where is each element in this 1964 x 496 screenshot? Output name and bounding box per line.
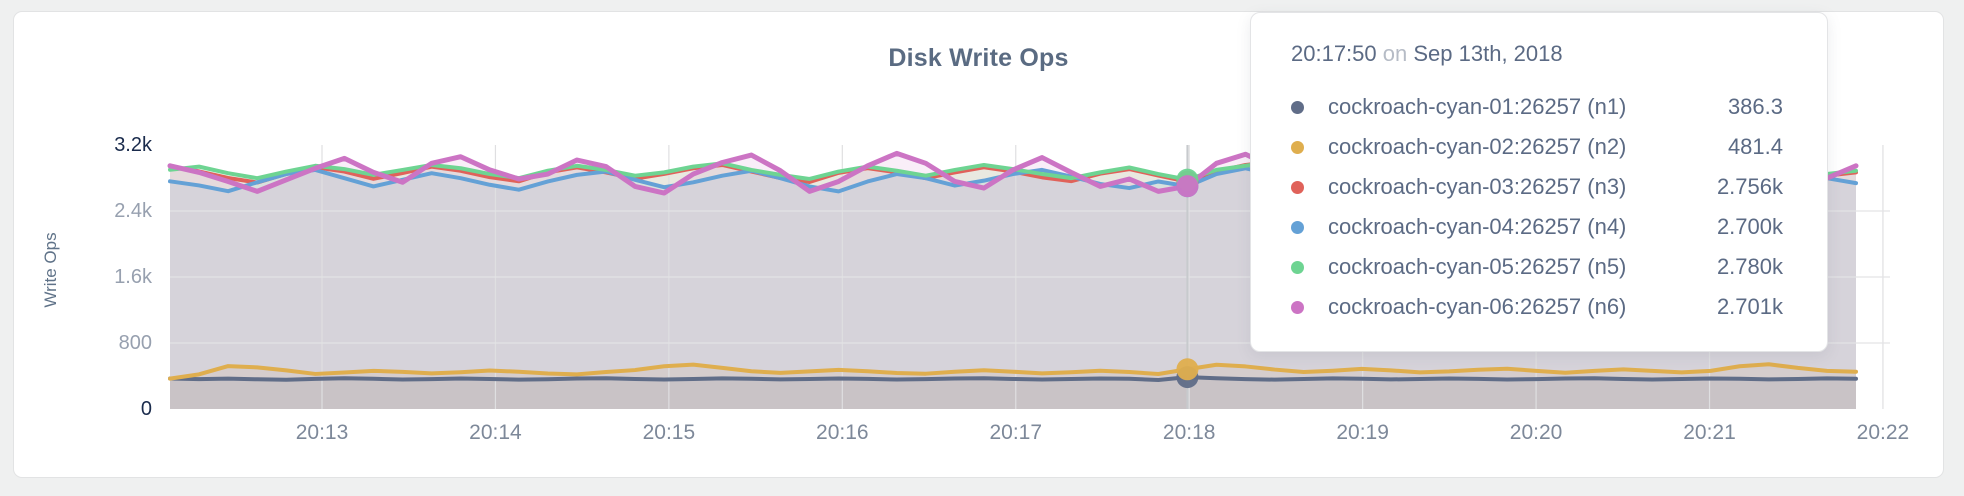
tooltip-series-row: cockroach-cyan-06:26257 (n6) 2.701k [1291, 287, 1783, 327]
series-name: cockroach-cyan-01:26257 (n1) [1328, 94, 1627, 119]
series-value: 2.756k [1716, 174, 1783, 199]
series-value: 2.700k [1716, 214, 1783, 239]
series-color-dot [1291, 140, 1304, 154]
series-name: cockroach-cyan-06:26257 (n6) [1328, 294, 1627, 319]
y-tick-label: 0 [140, 398, 152, 420]
hover-point-dot[interactable] [1176, 175, 1199, 198]
x-tick-label: 20:18 [1162, 421, 1216, 444]
series-color-dot [1291, 100, 1304, 114]
x-tick-label: 20:20 [1509, 421, 1563, 444]
hover-point-dot[interactable] [1176, 358, 1199, 381]
x-tick-label: 20:19 [1336, 421, 1389, 444]
x-tick-label: 20:16 [816, 421, 869, 444]
tooltip-preposition: on [1382, 41, 1408, 66]
tooltip-date: Sep 13th, 2018 [1413, 41, 1563, 66]
tooltip-series-row: cockroach-cyan-01:26257 (n1) 386.3 [1291, 87, 1783, 127]
series-area [170, 377, 1856, 409]
series-line [168, 375, 1858, 382]
series-color-dot [1291, 260, 1304, 274]
series-color-dot [1291, 300, 1304, 314]
x-tick-label: 20:17 [989, 421, 1043, 444]
series-line [168, 362, 1858, 381]
chart-title: Disk Write Ops [888, 44, 1069, 72]
series-color-dot [1291, 180, 1304, 194]
hover-tooltip: 20:17:50 on Sep 13th, 2018 cockroach-cya… [1250, 12, 1828, 352]
x-tick-label: 20:13 [295, 421, 349, 444]
series-value: 2.701k [1716, 294, 1783, 319]
y-tick-label: 3.2k [114, 134, 152, 156]
y-tick-label: 1.6k [114, 266, 152, 288]
series-name: cockroach-cyan-02:26257 (n2) [1328, 134, 1627, 159]
x-tick-label: 20:21 [1683, 421, 1736, 444]
y-tick-label: 800 [118, 332, 152, 354]
tooltip-series-row: cockroach-cyan-05:26257 (n5) 2.780k [1291, 247, 1783, 287]
x-tick-label: 20:14 [469, 421, 522, 444]
tooltip-timestamp: 20:17:50 on Sep 13th, 2018 [1291, 39, 1783, 69]
series-area [170, 364, 1856, 409]
series-color-dot [1291, 220, 1304, 234]
tooltip-series-row: cockroach-cyan-03:26257 (n3) 2.756k [1291, 167, 1783, 207]
series-value: 2.780k [1716, 254, 1783, 279]
series-value: 386.3 [1727, 94, 1783, 119]
tooltip-series-row: cockroach-cyan-02:26257 (n2) 481.4 [1291, 127, 1783, 167]
series-name: cockroach-cyan-05:26257 (n5) [1328, 254, 1627, 279]
x-tick-label: 20:15 [642, 421, 696, 444]
series-name: cockroach-cyan-03:26257 (n3) [1328, 174, 1627, 199]
x-tick-label: 20:22 [1856, 421, 1910, 444]
tooltip-series-list: cockroach-cyan-01:26257 (n1) 386.3 cockroa… [1291, 87, 1783, 327]
tooltip-series-row: cockroach-cyan-04:26257 (n4) 2.700k [1291, 207, 1783, 247]
y-tick-label: 2.4k [114, 200, 152, 222]
series-name: cockroach-cyan-04:26257 (n4) [1328, 214, 1627, 239]
tooltip-time: 20:17:50 [1291, 41, 1377, 66]
series-value: 481.4 [1727, 134, 1783, 159]
